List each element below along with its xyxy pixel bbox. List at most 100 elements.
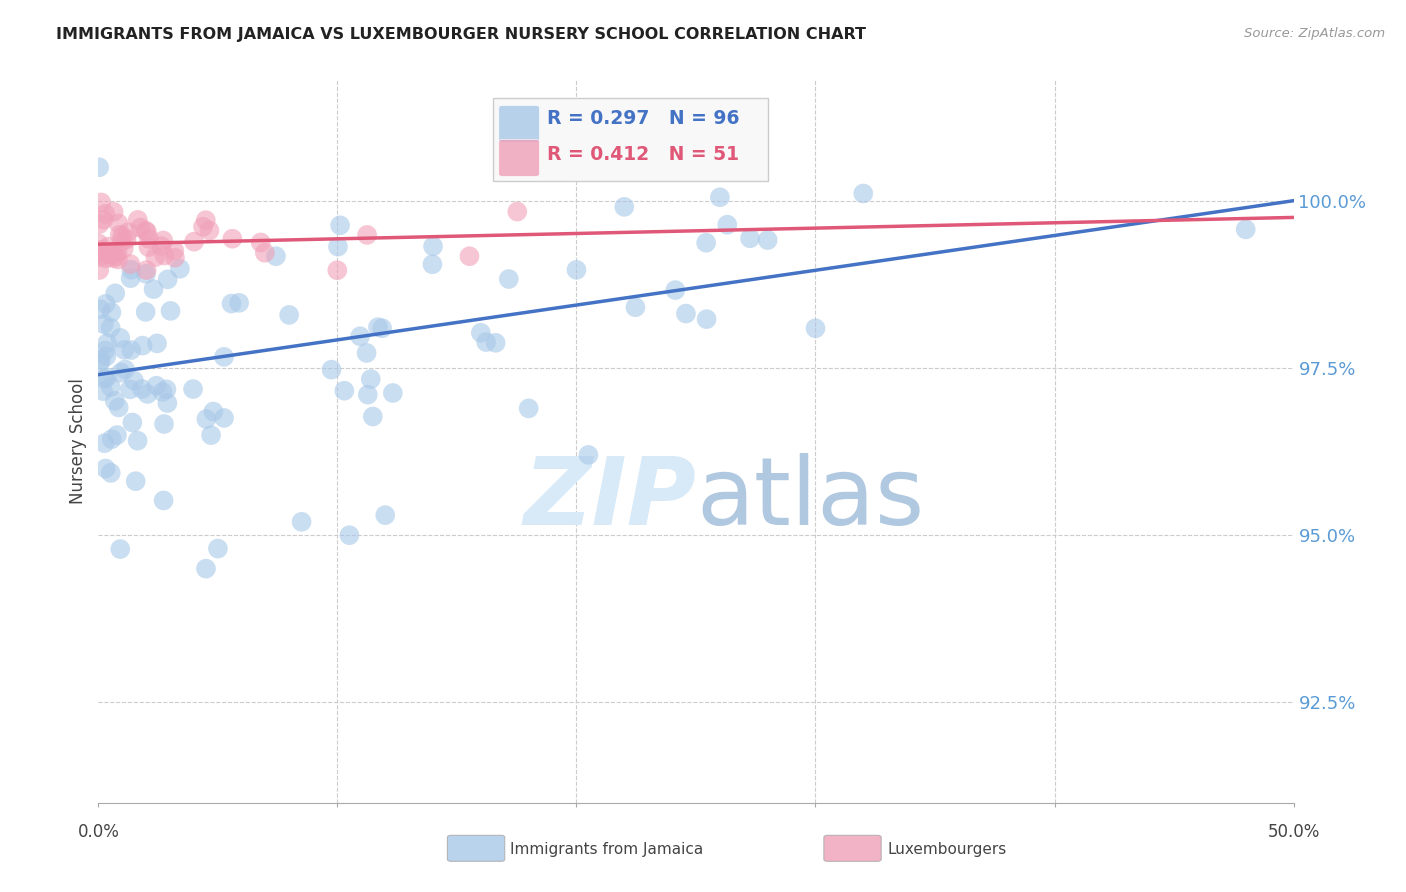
Point [685, 161, 707, 175]
Point [146, 336, 169, 351]
Point [100, 305, 122, 319]
Point [105, 428, 128, 442]
Point [100, 432, 122, 446]
Text: atlas: atlas [696, 453, 924, 545]
Point [183, 235, 205, 249]
Point [136, 225, 159, 239]
Text: 0.0%: 0.0% [77, 822, 120, 841]
Point [135, 305, 157, 319]
Point [89, 356, 111, 370]
FancyBboxPatch shape [824, 835, 882, 862]
Point [120, 343, 142, 357]
Point [87, 236, 110, 251]
Point [93, 372, 115, 386]
Point [738, 231, 761, 245]
Point [624, 300, 647, 314]
Point [198, 223, 221, 237]
Point [110, 366, 132, 380]
Point [357, 387, 380, 401]
Point [122, 374, 145, 388]
Point [100, 380, 122, 394]
Point [120, 271, 142, 285]
Text: Immigrants from Jamaica: Immigrants from Jamaica [509, 842, 703, 857]
Point [169, 261, 191, 276]
Point [114, 362, 136, 376]
Point [253, 245, 276, 260]
Point [107, 252, 129, 267]
Point [96, 370, 118, 384]
Point [202, 404, 225, 418]
Point [118, 383, 141, 397]
Point [696, 312, 718, 326]
Point [94, 461, 117, 475]
Point [138, 240, 160, 254]
Point [127, 434, 149, 448]
Point [94, 252, 117, 266]
Point [107, 216, 129, 230]
Point [360, 372, 382, 386]
Point [135, 224, 157, 238]
Y-axis label: Nursery School: Nursery School [69, 378, 87, 505]
Point [112, 241, 135, 255]
Point [339, 528, 361, 542]
Point [104, 250, 127, 264]
Point [97, 246, 120, 260]
Point [138, 232, 160, 246]
Point [349, 329, 371, 343]
Point [367, 320, 389, 334]
Point [371, 321, 394, 335]
Point [181, 382, 204, 396]
Point [333, 384, 356, 398]
Point [111, 229, 134, 244]
Point [159, 304, 181, 318]
Point [498, 272, 520, 286]
Point [96, 336, 118, 351]
Point [107, 401, 129, 415]
Point [356, 227, 378, 242]
Point [195, 561, 218, 575]
Text: R = 0.412   N = 51: R = 0.412 N = 51 [547, 145, 738, 164]
Point [94, 297, 117, 311]
Point [90, 302, 112, 317]
Point [120, 257, 142, 271]
Point [200, 428, 222, 442]
Point [156, 272, 179, 286]
Point [664, 283, 686, 297]
Point [578, 448, 600, 462]
Point [756, 233, 779, 247]
Point [131, 382, 153, 396]
Point [145, 378, 167, 392]
Point [89, 161, 111, 175]
Point [1234, 222, 1257, 236]
Point [361, 409, 384, 424]
Point [93, 212, 115, 227]
Point [194, 213, 217, 227]
Point [374, 508, 396, 523]
Point [326, 239, 349, 253]
Point [117, 225, 139, 239]
Point [104, 393, 127, 408]
Point [91, 384, 114, 398]
Point [90, 246, 112, 260]
Point [110, 542, 132, 557]
FancyBboxPatch shape [494, 98, 768, 181]
Point [156, 396, 179, 410]
Point [804, 321, 827, 335]
Point [145, 250, 167, 264]
Point [152, 493, 174, 508]
Point [356, 346, 378, 360]
Point [107, 245, 129, 260]
Point [104, 286, 127, 301]
Point [517, 401, 540, 416]
Point [152, 234, 174, 248]
Point [155, 382, 177, 396]
Point [458, 249, 481, 263]
Point [89, 217, 111, 231]
Point [326, 263, 349, 277]
Point [470, 326, 492, 340]
Point [228, 295, 250, 310]
Point [131, 338, 153, 352]
Point [115, 232, 138, 246]
Point [321, 362, 343, 376]
Point [221, 232, 243, 246]
